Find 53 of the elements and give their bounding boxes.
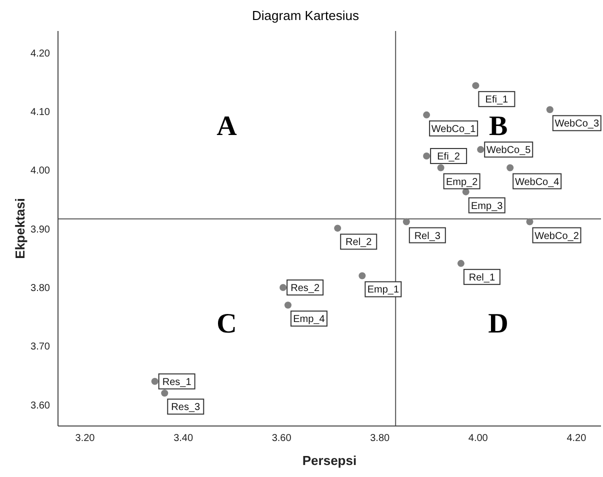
point — [423, 111, 430, 118]
annotation: Res_1 — [162, 376, 192, 388]
annotation: WebCo_2 — [534, 230, 580, 242]
x-tick-label: 3.20 — [75, 433, 96, 444]
annotation: WebCo_3 — [554, 118, 600, 130]
annotation: Rel_1 — [468, 272, 496, 284]
point — [358, 272, 366, 280]
point — [423, 152, 430, 160]
x-tick-label: 3.60 — [272, 433, 292, 444]
point — [284, 302, 292, 309]
annotation: Emp_1 — [367, 284, 400, 296]
annotation: Rel_2 — [346, 237, 372, 248]
point — [437, 164, 444, 172]
annotation: Efi_2 — [437, 152, 460, 163]
x-tick-label: 3.40 — [174, 433, 194, 444]
annotation: D — [488, 308, 508, 340]
x-axis-title: Persepsi — [302, 453, 357, 468]
y-tick-label: 3.90 — [30, 224, 50, 236]
annotation: Emp_2 — [446, 176, 478, 188]
point — [472, 82, 480, 90]
annotation: WebCo_5 — [486, 145, 532, 156]
y-tick-label: 3.80 — [30, 283, 50, 294]
chart-title: Diagram Kartesius — [251, 8, 360, 24]
x-tick-label: 4.20 — [566, 433, 587, 444]
point — [546, 106, 554, 114]
annotation: WebCo_1 — [431, 124, 476, 135]
annotation: Res_3 — [171, 402, 201, 414]
annotation: A — [216, 110, 238, 142]
point — [334, 224, 342, 232]
annotation: C — [216, 308, 237, 340]
annotation: Emp_4 — [293, 314, 326, 326]
point — [526, 218, 534, 226]
annotation: Res_2 — [290, 282, 320, 294]
annotation: B — [488, 110, 508, 142]
y-tick-label: 3.70 — [30, 342, 50, 353]
y-tick-label: 3.60 — [30, 400, 50, 412]
y-tick-label: 4.00 — [30, 166, 50, 177]
y-tick-label: 4.10 — [30, 106, 50, 118]
y-axis-title: Ekpektasi — [12, 198, 28, 259]
point — [506, 164, 514, 172]
annotation: Rel_3 — [414, 230, 441, 242]
annotation: Efi_1 — [485, 94, 509, 106]
x-tick-label: 4.00 — [468, 433, 488, 444]
point — [457, 260, 464, 267]
point — [161, 390, 168, 397]
point — [477, 146, 484, 154]
point — [151, 378, 158, 385]
y-tick-label: 4.20 — [30, 48, 50, 60]
point — [280, 284, 287, 291]
annotation: WebCo_4 — [514, 176, 560, 188]
x-tick-label: 3.80 — [370, 433, 390, 444]
point — [402, 218, 410, 226]
annotation: Emp_3 — [471, 200, 504, 212]
